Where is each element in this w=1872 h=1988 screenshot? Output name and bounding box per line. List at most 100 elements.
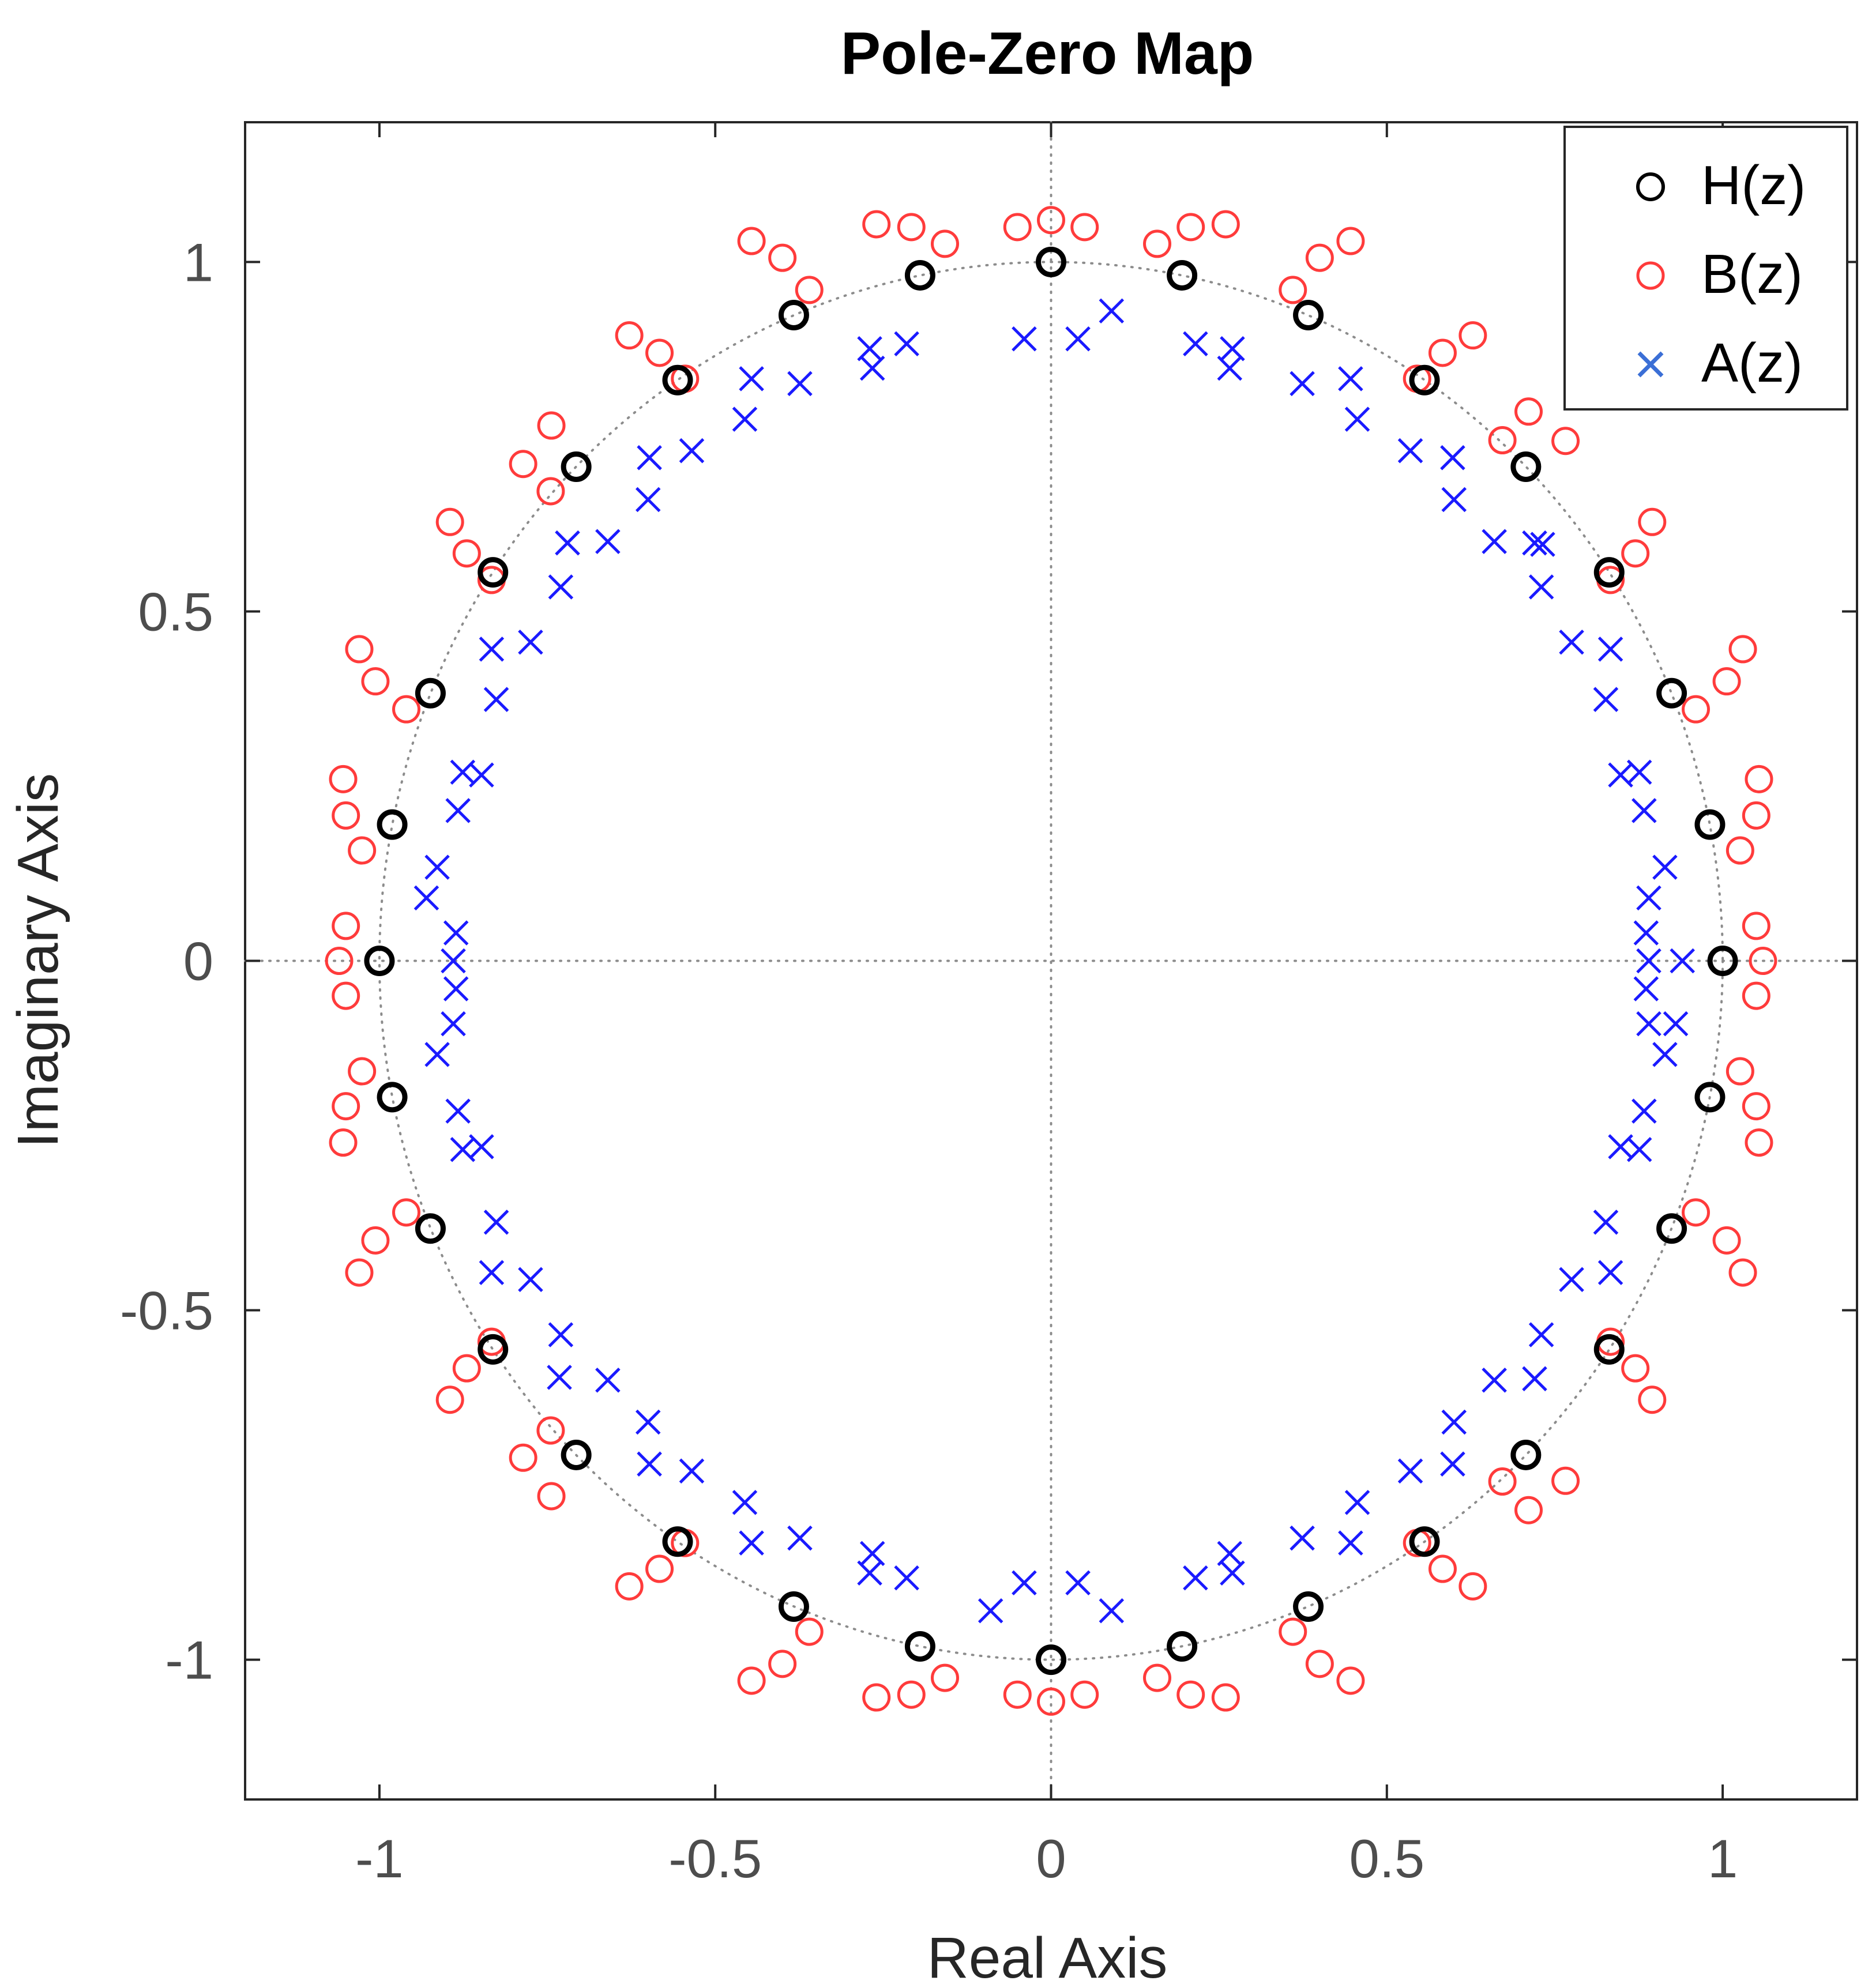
marker-stroke (1559, 1267, 1584, 1292)
series-h-layer (364, 246, 1738, 1676)
marker-a-pole (1559, 630, 1584, 655)
marker-a-pole (787, 371, 813, 397)
marker-stroke (424, 1042, 450, 1067)
marker-b-zero (1003, 213, 1032, 242)
marker-stroke (547, 1365, 572, 1390)
marker-a-pole (424, 854, 450, 880)
marker-h-zero (415, 1213, 446, 1244)
marker-stroke (787, 371, 813, 397)
marker-a-pole (469, 762, 494, 788)
marker-a-pole (595, 1367, 621, 1393)
marker-b-zero (537, 1482, 566, 1511)
marker-h-zero (1036, 1644, 1066, 1676)
x-tick-label: 1 (1708, 1828, 1738, 1889)
marker-stroke (445, 1098, 471, 1124)
marker-b-zero (1176, 1680, 1205, 1709)
marker-a-pole (441, 1011, 466, 1037)
marker-b-zero (1176, 213, 1205, 242)
marker-a-pole (1338, 1530, 1363, 1556)
marker-a-pole (1344, 1490, 1370, 1515)
marker-a-pole (1183, 331, 1208, 356)
marker-stroke (859, 1541, 885, 1567)
marker-b-zero (897, 213, 926, 242)
x-tick-label: -1 (355, 1828, 404, 1889)
marker-a-pole (1528, 1322, 1554, 1347)
marker-a-pole (483, 687, 509, 712)
marker-b-zero (1514, 1496, 1543, 1524)
marker-stroke (1633, 920, 1659, 946)
marker-b-zero (361, 667, 390, 696)
marker-stroke (1608, 762, 1633, 788)
marker-stroke (1220, 336, 1245, 362)
marker-b-zero (1305, 243, 1334, 272)
marker-b-zero (1712, 667, 1741, 696)
marker-a-pole (443, 976, 469, 1001)
marker-b-zero (348, 836, 377, 865)
y-tick-label: 0.5 (138, 581, 213, 642)
marker-b-zero (329, 765, 358, 793)
marker-b-zero (332, 801, 360, 830)
marker-h-zero (478, 1334, 509, 1365)
marker-a-pole (679, 1458, 705, 1484)
marker-stroke (1290, 1525, 1315, 1551)
marker-a-pole (424, 1042, 450, 1067)
marker-stroke (414, 885, 439, 911)
marker-b-zero (509, 1443, 537, 1472)
marker-b-zero (392, 1198, 420, 1227)
marker-a-pole (1593, 1210, 1619, 1235)
x-tick-label: -0.5 (668, 1828, 762, 1889)
marker-a-pole (1012, 1570, 1037, 1596)
marker-a-pole (739, 366, 764, 391)
marker-a-pole (978, 1598, 1003, 1624)
marker-stroke (787, 1525, 813, 1551)
marker-b-zero (1551, 1466, 1580, 1495)
marker-stroke (894, 331, 919, 356)
marker-a-pole (1220, 1560, 1245, 1586)
marker-a-pole (857, 336, 882, 362)
marker-stroke (978, 1598, 1003, 1624)
marker-stroke (1441, 1409, 1467, 1435)
marker-a-pole (1559, 1267, 1584, 1292)
legend-a-marker (1637, 351, 1664, 378)
marker-a-pole (1636, 885, 1662, 911)
marker-stroke (443, 976, 469, 1001)
marker-stroke (739, 1530, 764, 1556)
marker-h-zero (1167, 259, 1198, 291)
marker-a-pole (1482, 529, 1507, 555)
marker-h-zero (1409, 364, 1440, 396)
marker-b-zero (645, 338, 674, 367)
marker-b-zero (1488, 426, 1517, 454)
marker-stroke (483, 687, 509, 712)
marker-b-zero (1742, 801, 1770, 830)
marker-b-zero (1211, 210, 1240, 239)
marker-stroke (637, 1451, 662, 1477)
marker-h-zero (1694, 809, 1726, 840)
marker-b-zero (1742, 981, 1770, 1010)
marker-h-zero (1293, 300, 1324, 331)
marker-h-zero (377, 1082, 408, 1113)
legend-b-label: B(z) (1701, 243, 1803, 305)
marker-stroke (424, 854, 450, 880)
marker-stroke (1012, 1570, 1037, 1596)
marker-a-pole (1012, 326, 1037, 352)
marker-stroke (1397, 1458, 1423, 1484)
marker-stroke (1652, 854, 1678, 880)
marker-stroke (1183, 1565, 1208, 1591)
marker-a-pole (414, 885, 439, 911)
marker-b-zero (615, 321, 644, 350)
marker-stroke (1528, 1322, 1554, 1347)
marker-b-zero (1728, 635, 1757, 664)
x-tick-label: 0.5 (1349, 1828, 1424, 1889)
marker-a-pole (1626, 759, 1652, 785)
marker-h-zero (377, 809, 408, 840)
marker-stroke (1608, 1134, 1633, 1159)
y-tick-label: -0.5 (120, 1281, 213, 1341)
marker-stroke (1636, 885, 1662, 911)
marker-b-zero (1428, 338, 1457, 367)
marker-b-zero (1621, 539, 1650, 568)
marker-b-zero (1003, 1680, 1032, 1709)
marker-b-zero (435, 1385, 464, 1414)
marker-b-zero (1037, 1687, 1065, 1716)
marker-b-zero (737, 227, 766, 255)
